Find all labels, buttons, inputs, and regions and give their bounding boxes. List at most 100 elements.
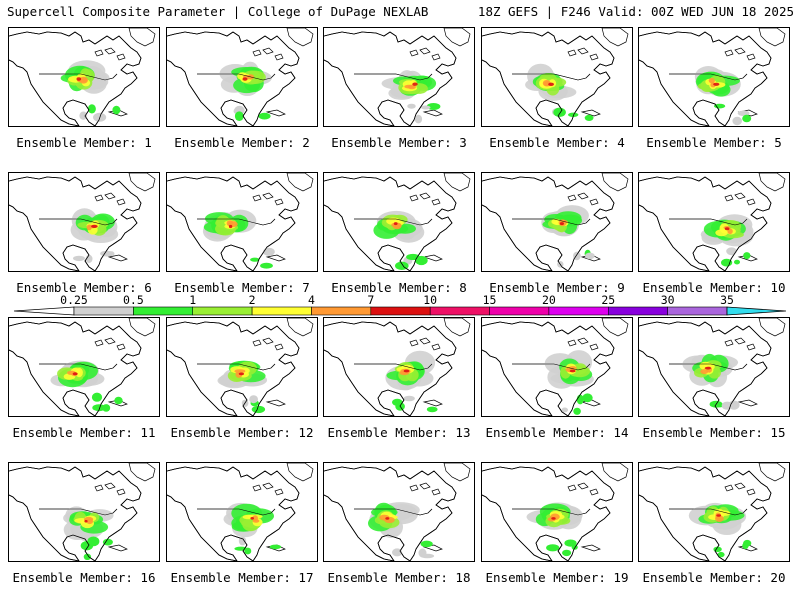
scp-contour — [742, 114, 752, 123]
ensemble-member-map — [8, 462, 160, 562]
member-caption: Ensemble Member: 2 — [174, 135, 310, 150]
island-outline — [758, 318, 786, 337]
coastline — [482, 466, 615, 561]
ensemble-member-map — [481, 462, 633, 562]
coastline — [9, 176, 142, 271]
scp-contour — [403, 369, 410, 373]
scp-contour — [420, 540, 433, 548]
island-outline — [589, 343, 599, 351]
island-outline — [443, 463, 471, 482]
member-caption: Ensemble Member: 1 — [16, 135, 152, 150]
island-outline — [580, 109, 601, 117]
scp-contour — [392, 548, 403, 557]
ensemble-member-map — [638, 172, 790, 272]
legend-swatch — [251, 306, 312, 316]
legend-tick-label: 10 — [423, 293, 438, 307]
island-outline — [601, 173, 629, 192]
island-outline — [128, 318, 156, 337]
island-outline — [252, 49, 262, 57]
island-outline — [577, 192, 589, 200]
legend-tick-label: 7 — [367, 293, 375, 307]
scp-contour — [548, 82, 554, 86]
scp-contour — [582, 393, 593, 403]
scp-contour — [238, 536, 247, 546]
scp-contour — [242, 77, 248, 81]
island-outline — [274, 343, 284, 351]
scp-contour — [562, 549, 572, 557]
ensemble-member-map — [323, 27, 475, 127]
scp-contour — [700, 369, 709, 375]
ensemble-member-map — [638, 462, 790, 562]
island-outline — [409, 49, 419, 57]
island-outline — [443, 318, 471, 337]
legend-swatch — [311, 306, 372, 316]
island-outline — [252, 194, 262, 202]
island-outline — [567, 339, 577, 347]
us-canada-border — [669, 73, 748, 81]
scp-contour — [87, 104, 96, 114]
island-outline — [286, 463, 314, 482]
island-outline — [724, 339, 734, 347]
scp-contour — [716, 514, 722, 517]
island-outline — [758, 463, 786, 482]
scp-contour — [407, 103, 416, 109]
island-outline — [409, 339, 419, 347]
member-caption: Ensemble Member: 13 — [327, 425, 471, 440]
us-canada-border — [669, 218, 748, 226]
legend-tick-label: 2 — [248, 293, 256, 307]
island-outline — [409, 484, 419, 492]
coastline — [639, 31, 772, 126]
member-caption: Ensemble Member: 5 — [646, 135, 782, 150]
coastline — [639, 176, 772, 271]
member-caption: Ensemble Member: 7 — [174, 280, 310, 295]
scp-contour — [251, 405, 266, 414]
map-svg — [324, 173, 471, 271]
member-caption: Ensemble Member: 8 — [331, 280, 467, 295]
legend-swatch — [548, 306, 609, 316]
island-outline — [128, 463, 156, 482]
scp-contour — [249, 395, 258, 404]
member-caption: Ensemble Member: 6 — [16, 280, 152, 295]
scp-contour — [263, 247, 275, 256]
scp-contour — [559, 222, 564, 226]
island-outline — [567, 484, 577, 492]
island-outline — [94, 194, 104, 202]
us-canada-border — [512, 508, 591, 516]
scp-contour — [418, 548, 427, 558]
member-caption: Ensemble Member: 11 — [12, 425, 156, 440]
legend-swatch — [73, 306, 134, 316]
map-svg — [639, 463, 786, 561]
scp-contour — [743, 539, 752, 547]
ensemble-member-map — [166, 462, 318, 562]
coastline — [9, 31, 142, 126]
member-caption: Ensemble Member: 16 — [12, 570, 156, 585]
island-outline — [724, 194, 734, 202]
map-svg — [167, 28, 314, 126]
ensemble-member-map — [166, 172, 318, 272]
island-outline — [262, 337, 274, 345]
scp-contour — [717, 510, 731, 516]
island-outline — [422, 109, 443, 117]
us-canada-border — [354, 508, 433, 516]
island-outline — [419, 47, 431, 55]
coastline — [324, 466, 457, 561]
scp-contour — [102, 404, 111, 412]
map-svg — [324, 463, 471, 561]
scp-contour — [228, 224, 233, 229]
us-canada-border — [512, 363, 591, 371]
legend-swatch — [133, 306, 194, 316]
title-left: Supercell Composite Parameter | College … — [7, 4, 429, 19]
scp-contour — [260, 262, 273, 269]
map-svg — [167, 318, 314, 416]
scp-contour — [737, 110, 750, 117]
legend-tick-label: 0.25 — [60, 293, 88, 307]
island-outline — [589, 198, 599, 206]
island-outline — [104, 337, 116, 345]
coastline — [9, 466, 142, 561]
scp-contour — [546, 544, 560, 552]
scp-contour — [713, 82, 720, 86]
scp-contour — [704, 366, 712, 370]
island-outline — [104, 482, 116, 490]
scp-contour — [238, 372, 245, 376]
member-caption: Ensemble Member: 4 — [489, 135, 625, 150]
